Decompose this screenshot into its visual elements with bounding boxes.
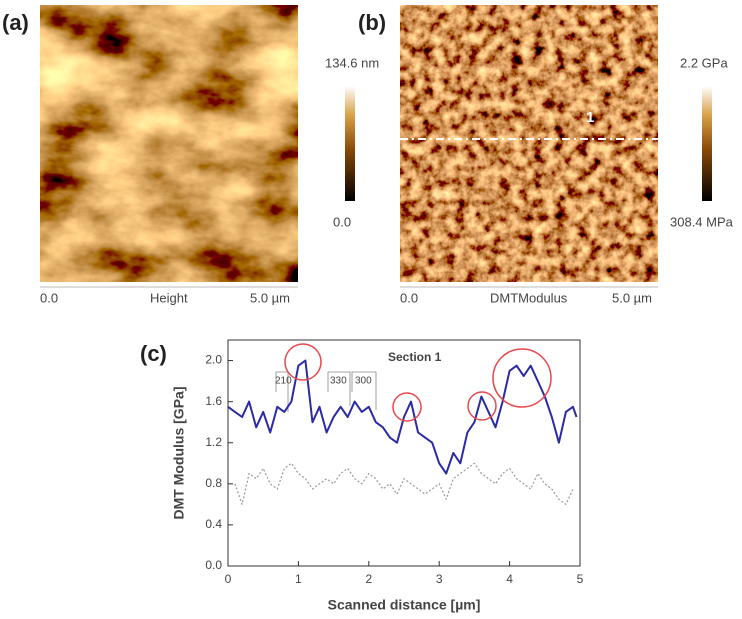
afm-image	[40, 5, 298, 282]
brackets	[275, 371, 377, 412]
y-tick-label: 1.2	[205, 435, 222, 449]
afm-image	[400, 5, 658, 282]
bar-min: 0.0	[333, 214, 351, 229]
chart-title: Section 1	[388, 350, 442, 364]
y-tick-label: 0.0	[205, 558, 222, 572]
series-line	[227, 359, 578, 475]
x-tick-label: 0	[225, 572, 232, 586]
axis-name: DMTModulus	[490, 290, 568, 305]
series-line	[234, 462, 574, 505]
axis-end: 5.0 µm	[612, 290, 652, 305]
plot-frame	[227, 339, 581, 567]
y-tick-label: 0.8	[205, 476, 222, 490]
bar-min: 308.4 MPa	[670, 214, 734, 229]
x-tick-label: 3	[436, 572, 443, 586]
x-tick-label: 2	[365, 572, 372, 586]
panel-label: (b)	[358, 10, 386, 35]
y-tick-label: 0.4	[205, 517, 222, 531]
axis-name: Height	[150, 290, 188, 305]
bar-max: 134.6 nm	[325, 55, 379, 70]
bar-max: 2.2 GPa	[680, 55, 728, 70]
x-axis-label: Scanned distance [µm]	[328, 597, 481, 613]
x-tick-label: 5	[577, 572, 584, 586]
annotation: 330	[330, 376, 347, 387]
panel-label: (a)	[2, 10, 29, 35]
x-tick-label: 4	[506, 572, 513, 586]
annotation: 300	[355, 376, 372, 387]
panel-label: (c)	[140, 341, 167, 366]
section-label: 1	[586, 109, 594, 126]
y-tick-label: 2.0	[205, 353, 222, 367]
highlight-circles	[284, 343, 552, 422]
y-axis-label: DMT Modulus [GPa]	[171, 387, 187, 520]
annotation: 210	[275, 376, 292, 387]
axis-end: 5.0 µm	[250, 290, 290, 305]
axis-start: 0.0	[40, 290, 58, 305]
color-bar	[702, 86, 712, 201]
color-bar	[345, 86, 355, 201]
axis-start: 0.0	[400, 290, 418, 305]
y-tick-label: 1.6	[205, 394, 222, 408]
x-tick-label: 1	[295, 572, 302, 586]
